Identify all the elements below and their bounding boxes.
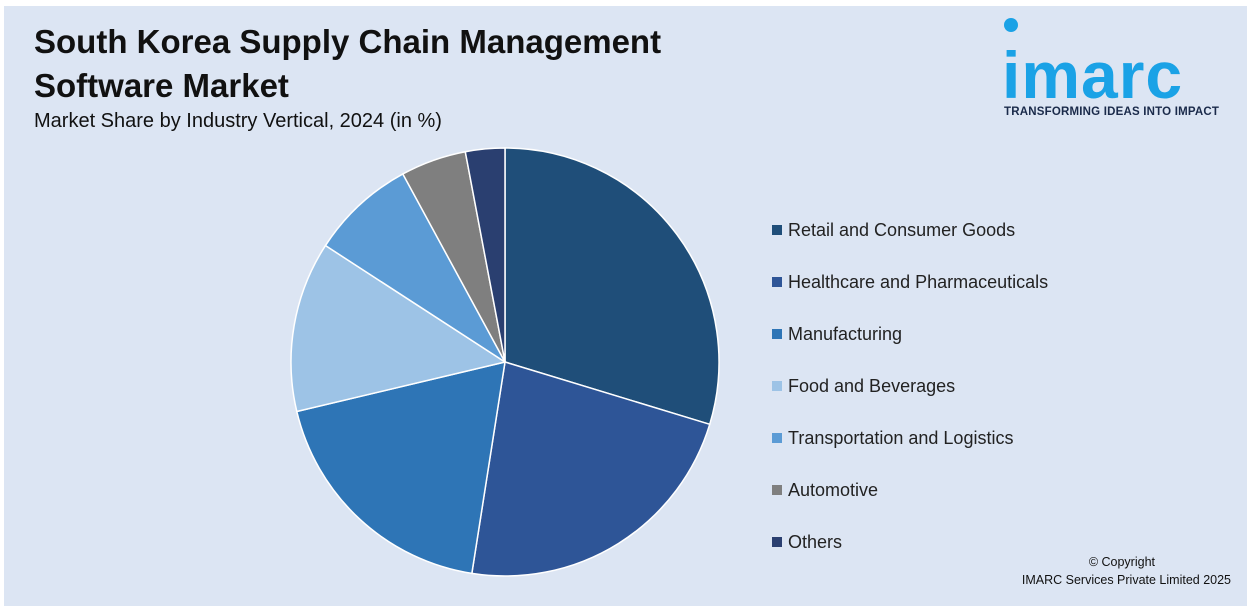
pie-slice-food-and-beverages bbox=[290, 244, 507, 413]
imarc-logo: imarc TRANSFORMING IDEAS INTO IMPACT bbox=[1000, 18, 1240, 122]
legend-swatch bbox=[772, 433, 782, 443]
chart-subtitle: Market Share by Industry Vertical, 2024 … bbox=[34, 110, 442, 132]
pie-slice-others bbox=[464, 147, 506, 363]
legend-label: Food and Beverages bbox=[788, 375, 956, 396]
legend-label: Others bbox=[788, 531, 843, 552]
legend-item: Automotive bbox=[772, 464, 1048, 516]
copyright-line-2: IMARC Services Private Limited 2025 bbox=[1021, 573, 1231, 587]
logo-dot-icon bbox=[1004, 18, 1018, 32]
pie-slice-retail-and-consumer-goods bbox=[504, 147, 720, 426]
legend-item: Food and Beverages bbox=[772, 360, 1048, 412]
legend-label: Automotive bbox=[788, 479, 879, 500]
legend-item: Healthcare and Pharmaceuticals bbox=[772, 256, 1048, 308]
legend-swatch bbox=[772, 381, 782, 391]
legend-swatch bbox=[772, 277, 782, 287]
logo-tagline: TRANSFORMING IDEAS INTO IMPACT bbox=[1004, 106, 1220, 118]
legend-label: Retail and Consumer Goods bbox=[788, 219, 1016, 240]
legend-item: Transportation and Logistics bbox=[772, 412, 1048, 464]
legend-swatch bbox=[772, 485, 782, 495]
copyright-notice: © Copyright IMARC Services Private Limit… bbox=[1022, 553, 1231, 589]
pie-slice-manufacturing bbox=[295, 361, 506, 575]
legend-swatch bbox=[772, 225, 782, 235]
pie-slice-healthcare-and-pharmaceuticals bbox=[470, 361, 711, 577]
legend-label: Healthcare and Pharmaceuticals bbox=[788, 271, 1049, 292]
legend-item: Retail and Consumer Goods bbox=[772, 204, 1048, 256]
legend-item: Manufacturing bbox=[772, 308, 1048, 360]
logo-wordmark: imarc bbox=[1002, 38, 1184, 112]
pie-slice-transportation-and-logistics bbox=[324, 172, 506, 363]
legend-item: Others bbox=[772, 516, 1048, 568]
copyright-line-1: © Copyright bbox=[1088, 555, 1155, 569]
chart-title: South Korea Supply Chain Management Soft… bbox=[34, 23, 662, 104]
legend-label: Transportation and Logistics bbox=[788, 427, 1014, 448]
legend-swatch bbox=[772, 329, 782, 339]
chart-legend: Retail and Consumer Goods Healthcare and … bbox=[772, 204, 1048, 568]
legend-label: Manufacturing bbox=[788, 323, 903, 344]
legend-swatch bbox=[772, 537, 782, 547]
